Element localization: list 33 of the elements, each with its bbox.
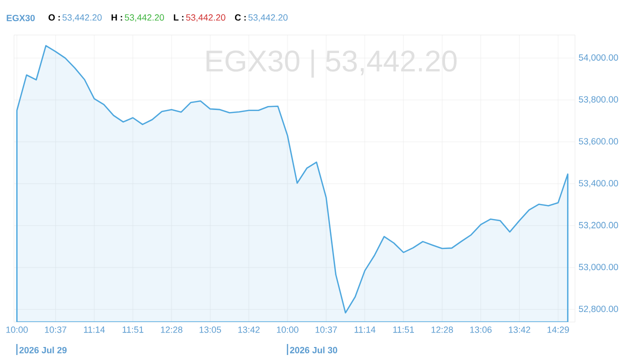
text: L : <box>174 14 184 21</box>
x-tick-label: 12:28 <box>432 326 453 333</box>
text: O : <box>48 14 60 21</box>
text: 53,442.20 <box>248 14 288 22</box>
y-tick-label: 53,200.00 <box>578 222 618 230</box>
y-tick-label: 52,800.00 <box>578 306 618 314</box>
text: 2026 Jul 29 <box>19 346 67 354</box>
y-tick-label: 53,800.00 <box>578 96 618 104</box>
x-tick-label: 13:42 <box>508 326 530 333</box>
x-tick-label: 10:37 <box>316 326 337 333</box>
x-tick-label: 11:14 <box>84 326 105 333</box>
x-tick-label: 13:05 <box>200 326 222 333</box>
x-tick-label: 13:42 <box>238 326 260 333</box>
y-tick-label: 53,600.00 <box>578 138 618 146</box>
text: 53,442.20 <box>124 14 164 22</box>
text: 53,442.20 <box>62 14 102 22</box>
text: 2026 Jul 30 <box>290 346 338 354</box>
y-tick-label: 54,000.00 <box>578 54 618 62</box>
text: C : <box>234 14 246 21</box>
x-tick-label: 12:28 <box>161 326 182 333</box>
x-tick-label: 10:37 <box>45 326 66 333</box>
text: H : <box>112 14 122 21</box>
x-tick-label: 11:51 <box>122 326 144 333</box>
chart-title: EGX30 <box>6 14 35 22</box>
text: 53,442.20 <box>186 14 226 22</box>
x-tick-label: 14:29 <box>548 326 569 333</box>
x-tick-label: 11:51 <box>393 326 414 333</box>
y-tick-label: 53,400.00 <box>578 180 618 188</box>
x-tick-label: 10:00 <box>6 326 28 333</box>
x-tick-label: 11:14 <box>354 326 376 333</box>
x-tick-label: 10:00 <box>276 326 298 333</box>
x-tick-label: 13:06 <box>470 326 492 333</box>
y-tick-label: 53,000.00 <box>578 264 618 272</box>
